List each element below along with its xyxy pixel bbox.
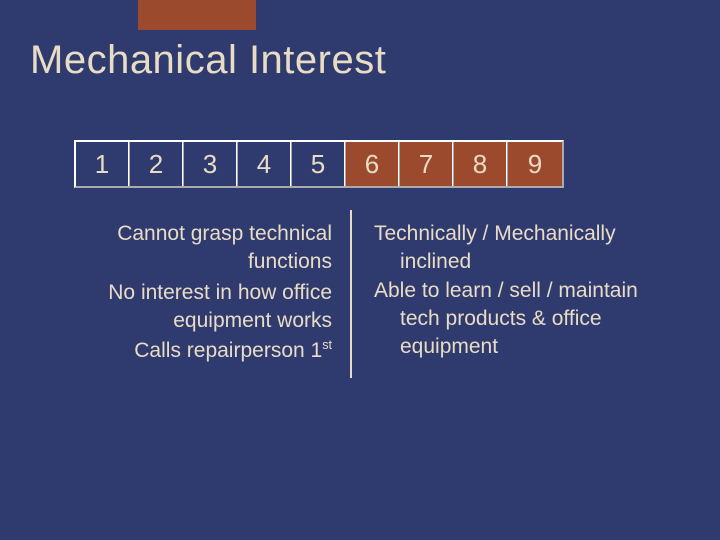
low-item-3-text: Calls repairperson 1 — [134, 339, 322, 362]
high-item-1: Technically / Mechanically inclined — [374, 220, 647, 277]
rating-scale: 1 2 3 4 5 6 7 8 9 — [74, 140, 564, 188]
low-item-3: Calls repairperson 1st — [59, 337, 332, 365]
low-end-descriptors: Cannot grasp technical functions No inte… — [45, 210, 352, 378]
high-end-descriptors: Technically / Mechanically inclined Able… — [352, 210, 665, 378]
slide-title: Mechanical Interest — [30, 38, 386, 83]
ordinal-suffix: st — [322, 338, 332, 352]
scale-cell-3: 3 — [184, 142, 238, 186]
low-item-1: Cannot grasp technical functions — [59, 220, 332, 277]
scale-cell-8: 8 — [454, 142, 508, 186]
scale-cell-7: 7 — [400, 142, 454, 186]
scale-cell-9: 9 — [508, 142, 562, 186]
accent-bar — [138, 0, 256, 30]
low-item-2: No interest in how office equipment work… — [59, 279, 332, 336]
scale-cell-4: 4 — [238, 142, 292, 186]
descriptor-columns: Cannot grasp technical functions No inte… — [45, 210, 665, 378]
scale-cell-2: 2 — [130, 142, 184, 186]
scale-cell-5: 5 — [292, 142, 346, 186]
high-item-2: Able to learn / sell / maintain tech pro… — [374, 277, 647, 362]
scale-cell-6: 6 — [346, 142, 400, 186]
scale-cell-1: 1 — [76, 142, 130, 186]
